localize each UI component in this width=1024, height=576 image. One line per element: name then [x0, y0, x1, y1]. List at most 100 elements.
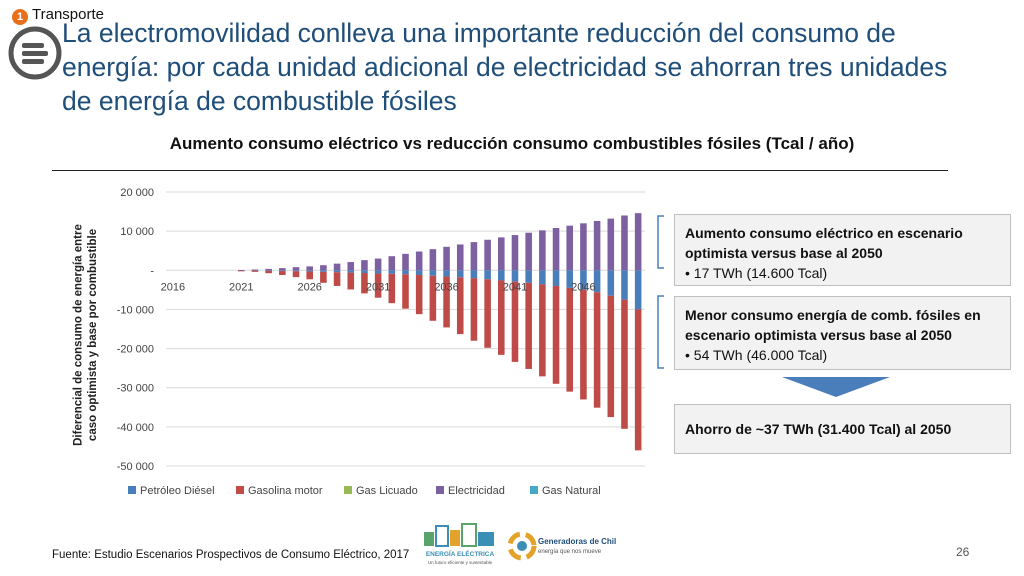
title-divider — [52, 170, 948, 171]
x-tick-label: 2016 — [161, 281, 185, 293]
bar-gasolina-motor-2040 — [498, 280, 505, 355]
bar-gasolina-motor-2048 — [607, 295, 615, 418]
bar-electricidad-2032 — [388, 256, 396, 271]
bar-petr-leo-di-sel-2048 — [607, 270, 615, 296]
bar-petr-leo-di-sel-2043 — [539, 270, 546, 285]
bar-electricidad-2040 — [498, 237, 505, 271]
bar-petr-leo-di-sel-2031 — [374, 270, 382, 274]
y-tick-label: -40 000 — [117, 422, 154, 434]
bar-gasolina-motor-2036 — [443, 276, 450, 328]
bar-electricidad-2048 — [607, 218, 615, 271]
bar-gasolina-motor-2047 — [593, 292, 601, 408]
energia-electrica-tagline: Un futuro eficiente y sustentable — [428, 560, 493, 565]
y-tick-label: -50 000 — [117, 461, 154, 473]
bar-electricidad-2036 — [443, 246, 450, 271]
bar-gasolina-motor-2031 — [374, 273, 382, 298]
legend-swatch — [436, 486, 444, 494]
callout-electric-bullet: 17 TWh (14.600 Tcal) — [685, 263, 1000, 283]
generadoras-tagline: energía que nos mueve — [538, 549, 602, 555]
bar-electricidad-2033 — [402, 253, 409, 271]
bar-gasolina-motor-2035 — [429, 275, 437, 321]
bar-electricidad-2026 — [306, 266, 313, 271]
bar-electricidad-2044 — [552, 228, 560, 271]
bar-petr-leo-di-sel-2024 — [279, 270, 286, 272]
bar-petr-leo-di-sel-2033 — [402, 270, 409, 275]
energia-electrica-logo: ENERGÍA ELÉCTRICA Un futuro eficiente y … — [424, 523, 494, 565]
bar-gasolina-motor-2038 — [470, 278, 478, 341]
y-tick-label: -10 000 — [117, 304, 154, 316]
bar-electricidad-2025 — [292, 267, 300, 271]
bar-petr-leo-di-sel-2040 — [498, 270, 505, 281]
bar-gasolina-motor-2027 — [320, 271, 327, 283]
bar-electricidad-2045 — [566, 225, 574, 271]
chart-title: Aumento consumo eléctrico vs reducción c… — [169, 134, 855, 153]
legend-swatch — [236, 486, 244, 494]
bar-electricidad-2047 — [593, 220, 601, 271]
x-tick-label: 2031 — [366, 281, 390, 293]
y-tick-label: -20 000 — [117, 344, 154, 356]
bar-electricidad-2049 — [621, 215, 628, 271]
y-tick-label: 10 000 — [120, 226, 154, 238]
bar-petr-leo-di-sel-2037 — [456, 270, 464, 278]
callout-savings-title: Ahorro de ~37 TWh (31.400 Tcal) al 2050 — [685, 421, 952, 437]
bar-gasolina-motor-2026 — [306, 271, 313, 280]
bar-petr-leo-di-sel-2041 — [511, 270, 519, 282]
callout-savings: Ahorro de ~37 TWh (31.400 Tcal) al 2050 — [674, 404, 1011, 454]
legend-label: Gasolina motor — [248, 485, 323, 497]
bar-electricidad-2035 — [429, 249, 437, 271]
bar-gasolina-motor-2045 — [566, 287, 574, 392]
y-tick-label: 20 000 — [120, 187, 154, 199]
bar-petr-leo-di-sel-2045 — [566, 270, 574, 288]
y-axis-label: Diferencial de consumo de energía entre c… — [73, 224, 99, 446]
source-footnote: Fuente: Estudio Escenarios Prospectivos … — [52, 549, 410, 561]
stacked-bar-chart: 20 000 10 000 - -10 000 -20 000 -30 000 -40 00… — [117, 187, 645, 497]
bar-gasolina-motor-2043 — [539, 284, 546, 377]
bar-gasolina-motor-2029 — [347, 272, 355, 290]
bar-gasolina-motor-2044 — [552, 285, 560, 384]
section-label: Transporte — [32, 6, 104, 23]
bar-electricidad-2043 — [539, 230, 546, 271]
bar-electricidad-2050 — [634, 213, 642, 271]
bar-petr-leo-di-sel-2023 — [265, 270, 272, 272]
bar-electricidad-2039 — [484, 239, 491, 271]
bar-electricidad-2031 — [374, 258, 382, 271]
page-number: 26 — [956, 545, 970, 559]
bar-petr-leo-di-sel-2028 — [333, 270, 341, 273]
section-number-badge: 1 — [12, 9, 28, 25]
x-tick-label: 2046 — [571, 281, 595, 293]
bar-gasolina-motor-2022 — [251, 270, 259, 272]
x-tick-label: 2041 — [503, 281, 527, 293]
bar-gasolina-motor-2033 — [402, 274, 409, 309]
transport-section-icon — [8, 26, 62, 80]
callout-fossil-title: Menor consumo energía de comb. fósiles e… — [685, 307, 981, 343]
bar-electricidad-2028 — [333, 263, 341, 271]
bar-petr-leo-di-sel-2047 — [593, 270, 601, 293]
bar-gasolina-motor-2034 — [415, 274, 423, 315]
bar-petr-leo-di-sel-2030 — [361, 270, 368, 274]
bar-petr-leo-di-sel-2042 — [525, 270, 532, 283]
bar-gasolina-motor-2023 — [265, 270, 272, 274]
bar-gasolina-motor-2041 — [511, 281, 519, 362]
bar-electricidad-2042 — [525, 232, 532, 271]
bar-petr-leo-di-sel-2025 — [292, 270, 300, 272]
bar-petr-leo-di-sel-2050 — [634, 270, 642, 310]
legend-label: Gas Licuado — [356, 485, 418, 497]
bar-electricidad-2024 — [279, 268, 286, 271]
down-arrow-icon — [782, 377, 890, 397]
bar-petr-leo-di-sel-2049 — [621, 270, 628, 300]
bar-petr-leo-di-sel-2035 — [429, 270, 437, 276]
bar-electricidad-2037 — [456, 244, 464, 271]
bar-electricidad-2022 — [251, 269, 259, 271]
bar-electricidad-2046 — [580, 223, 587, 271]
bar-gasolina-motor-2042 — [525, 282, 532, 369]
bar-petr-leo-di-sel-2044 — [552, 270, 560, 286]
callout-fossil-bullet: 54 TWh (46.000 Tcal) — [685, 345, 1000, 365]
bar-gasolina-motor-2037 — [456, 277, 464, 335]
bar-gasolina-motor-2021 — [237, 270, 245, 272]
bar-gasolina-motor-2030 — [361, 273, 368, 294]
x-tick-label: 2036 — [434, 281, 458, 293]
bar-electricidad-2038 — [470, 242, 478, 271]
legend-swatch — [128, 486, 136, 494]
legend-label: Electricidad — [448, 485, 505, 497]
callout-fossil-reduction: Menor consumo energía de comb. fósiles e… — [674, 296, 1011, 370]
